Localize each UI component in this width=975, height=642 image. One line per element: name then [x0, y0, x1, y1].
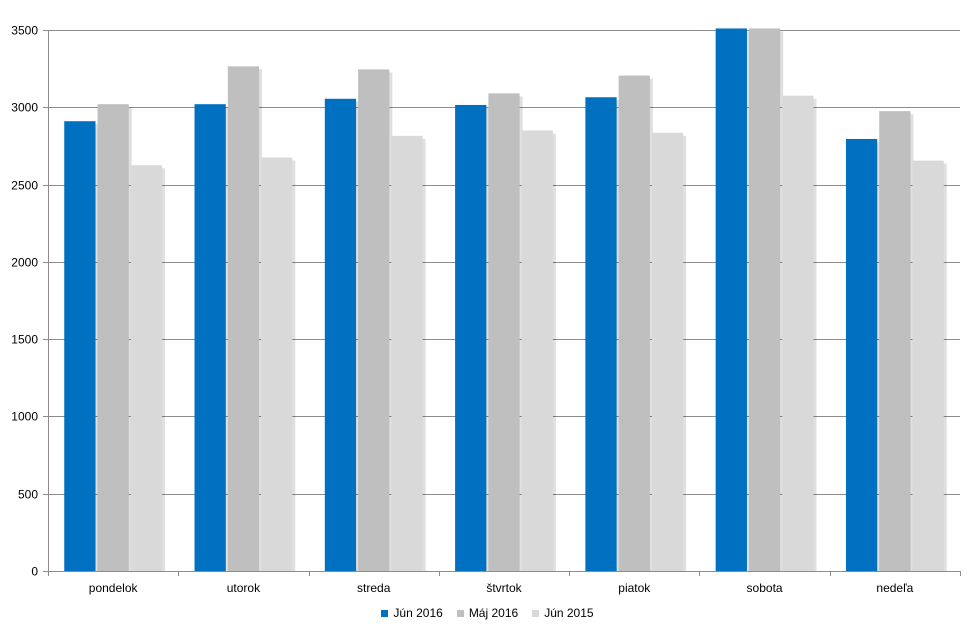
axes — [43, 30, 961, 576]
bar — [455, 104, 487, 572]
y-tick-label: 1500 — [11, 333, 38, 347]
bar — [585, 97, 617, 571]
y-tick-label: 2000 — [11, 256, 38, 270]
bar — [391, 135, 423, 572]
bar — [879, 111, 911, 572]
bar — [194, 104, 226, 572]
bar — [261, 157, 293, 571]
bar — [227, 66, 260, 572]
bar — [748, 28, 781, 572]
bar — [715, 28, 747, 572]
bars — [64, 28, 947, 572]
bar — [651, 132, 684, 572]
bar — [488, 93, 520, 572]
bar — [358, 69, 390, 571]
bar — [521, 130, 553, 571]
x-tick-label: sobota — [747, 581, 783, 595]
x-tick-label: štvrtok — [486, 581, 522, 595]
legend-label: Jún 2015 — [544, 606, 594, 620]
y-tick-label: 0 — [31, 565, 38, 579]
y-tick-label: 500 — [18, 488, 38, 502]
legend: Jún 2016 Máj 2016 Jún 2015 — [0, 606, 975, 620]
bar — [618, 75, 650, 571]
bar — [324, 98, 357, 571]
legend-item-jun-2016: Jún 2016 — [381, 606, 443, 620]
legend-item-jun-2015: Jún 2015 — [532, 606, 594, 620]
x-tick-label: pondelok — [89, 581, 139, 595]
bar — [97, 104, 129, 572]
bar — [782, 95, 814, 571]
bar — [130, 165, 163, 571]
legend-label: Jún 2016 — [393, 606, 443, 620]
legend-swatch — [381, 609, 389, 617]
legend-label: Máj 2016 — [468, 606, 519, 620]
x-tick-label: nedeľa — [876, 581, 913, 595]
x-tick-label: piatok — [618, 581, 651, 595]
y-tick-label: 2500 — [11, 179, 38, 193]
bar — [845, 138, 878, 572]
y-tick-labels: 0 500 1000 1500 2000 2500 3000 3500 — [11, 24, 38, 579]
x-tick-label: utorok — [227, 581, 261, 595]
y-tick-label: 1000 — [11, 410, 38, 424]
y-tick-label: 3500 — [11, 24, 38, 38]
x-tick-labels: pondelok utorok streda štvrtok piatok sobota n… — [89, 581, 914, 595]
legend-swatch — [532, 609, 540, 617]
y-tick-label: 3000 — [11, 101, 38, 115]
legend-item-maj-2016: Máj 2016 — [456, 606, 519, 620]
bar — [64, 121, 96, 571]
x-tick-label: streda — [357, 581, 391, 595]
legend-swatch — [456, 609, 464, 617]
bar — [912, 160, 944, 571]
